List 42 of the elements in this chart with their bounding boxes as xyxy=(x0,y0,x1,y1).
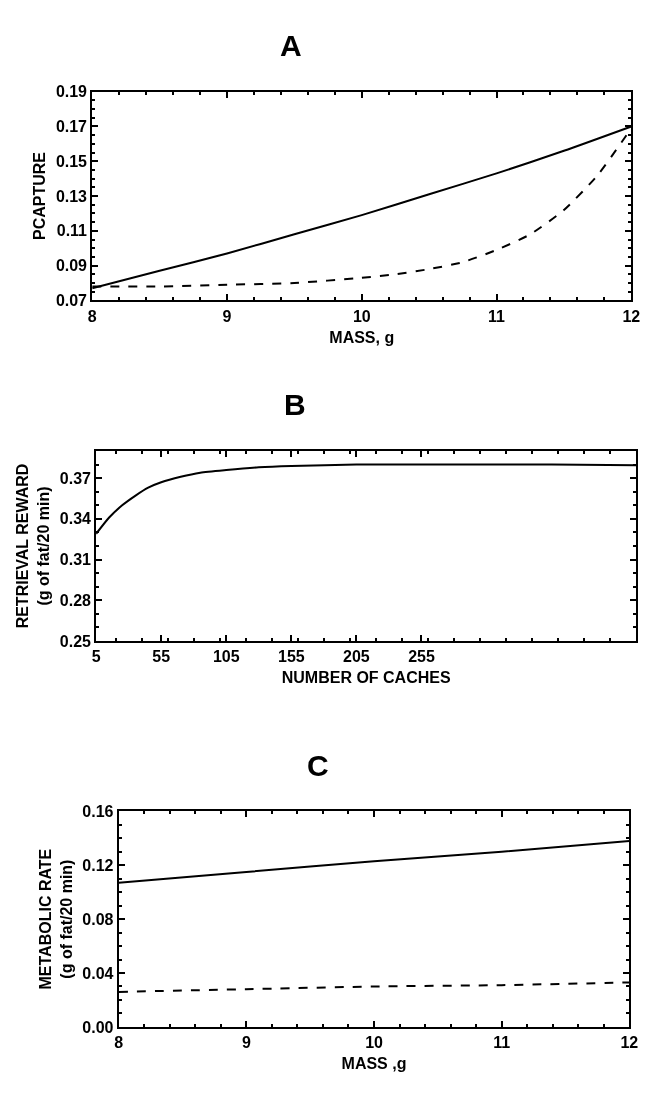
y-tick-label: 0.28 xyxy=(59,591,92,609)
y-tick-label: 0.04 xyxy=(82,964,114,982)
x-tick-label: 12 xyxy=(622,307,641,325)
x-tick-label: 255 xyxy=(408,648,435,666)
y-tick-label: 0.17 xyxy=(55,118,88,136)
x-tick-label: 12 xyxy=(620,1034,639,1052)
x-tick-label: 11 xyxy=(488,307,506,325)
y-tick-label: 0.13 xyxy=(55,187,88,205)
y-axis-title: METABOLIC RATE (g of fat/20 min) xyxy=(36,848,75,990)
x-axis-title: MASS, g xyxy=(329,328,395,346)
y-axis-title: RETRIEVAL REWARD (g of fat/20 min) xyxy=(14,463,53,629)
chart-title: B xyxy=(284,388,306,421)
y-tick-label: 0.25 xyxy=(59,632,92,650)
y-tick-label: 0.34 xyxy=(59,510,92,528)
x-tick-label: 5 xyxy=(91,648,101,666)
y-tick-label: 0.31 xyxy=(59,551,92,569)
y-tick-label: 0.12 xyxy=(82,856,114,874)
y-tick-label: 0.19 xyxy=(55,83,88,101)
x-tick-label: 155 xyxy=(278,648,305,666)
x-axis-title: NUMBER OF CACHES xyxy=(281,669,451,687)
x-tick-label: 8 xyxy=(114,1034,124,1052)
chart-title: A xyxy=(280,29,302,62)
x-tick-label: 105 xyxy=(212,648,240,666)
x-tick-label: 10 xyxy=(365,1034,384,1052)
x-tick-label: 55 xyxy=(152,648,171,666)
x-axis-title: MASS ,g xyxy=(341,1055,407,1073)
y-tick-label: 0.16 xyxy=(82,802,114,820)
y-tick-label: 0.37 xyxy=(59,469,92,487)
y-tick-label: 0.00 xyxy=(82,1018,114,1036)
y-tick-label: 0.15 xyxy=(55,152,88,170)
x-tick-label: 9 xyxy=(222,307,232,325)
x-tick-label: 10 xyxy=(352,307,371,325)
x-tick-label: 8 xyxy=(87,307,97,325)
chart-title: C xyxy=(307,749,329,782)
x-tick-label: 205 xyxy=(343,648,370,666)
y-tick-label: 0.08 xyxy=(82,910,114,928)
y-tick-label: 0.11 xyxy=(56,222,88,240)
y-axis-title: PCAPTURE xyxy=(31,151,49,241)
y-tick-label: 0.09 xyxy=(55,257,88,275)
x-tick-label: 11 xyxy=(493,1034,511,1052)
x-tick-label: 9 xyxy=(241,1034,251,1052)
y-tick-label: 0.07 xyxy=(55,291,88,309)
